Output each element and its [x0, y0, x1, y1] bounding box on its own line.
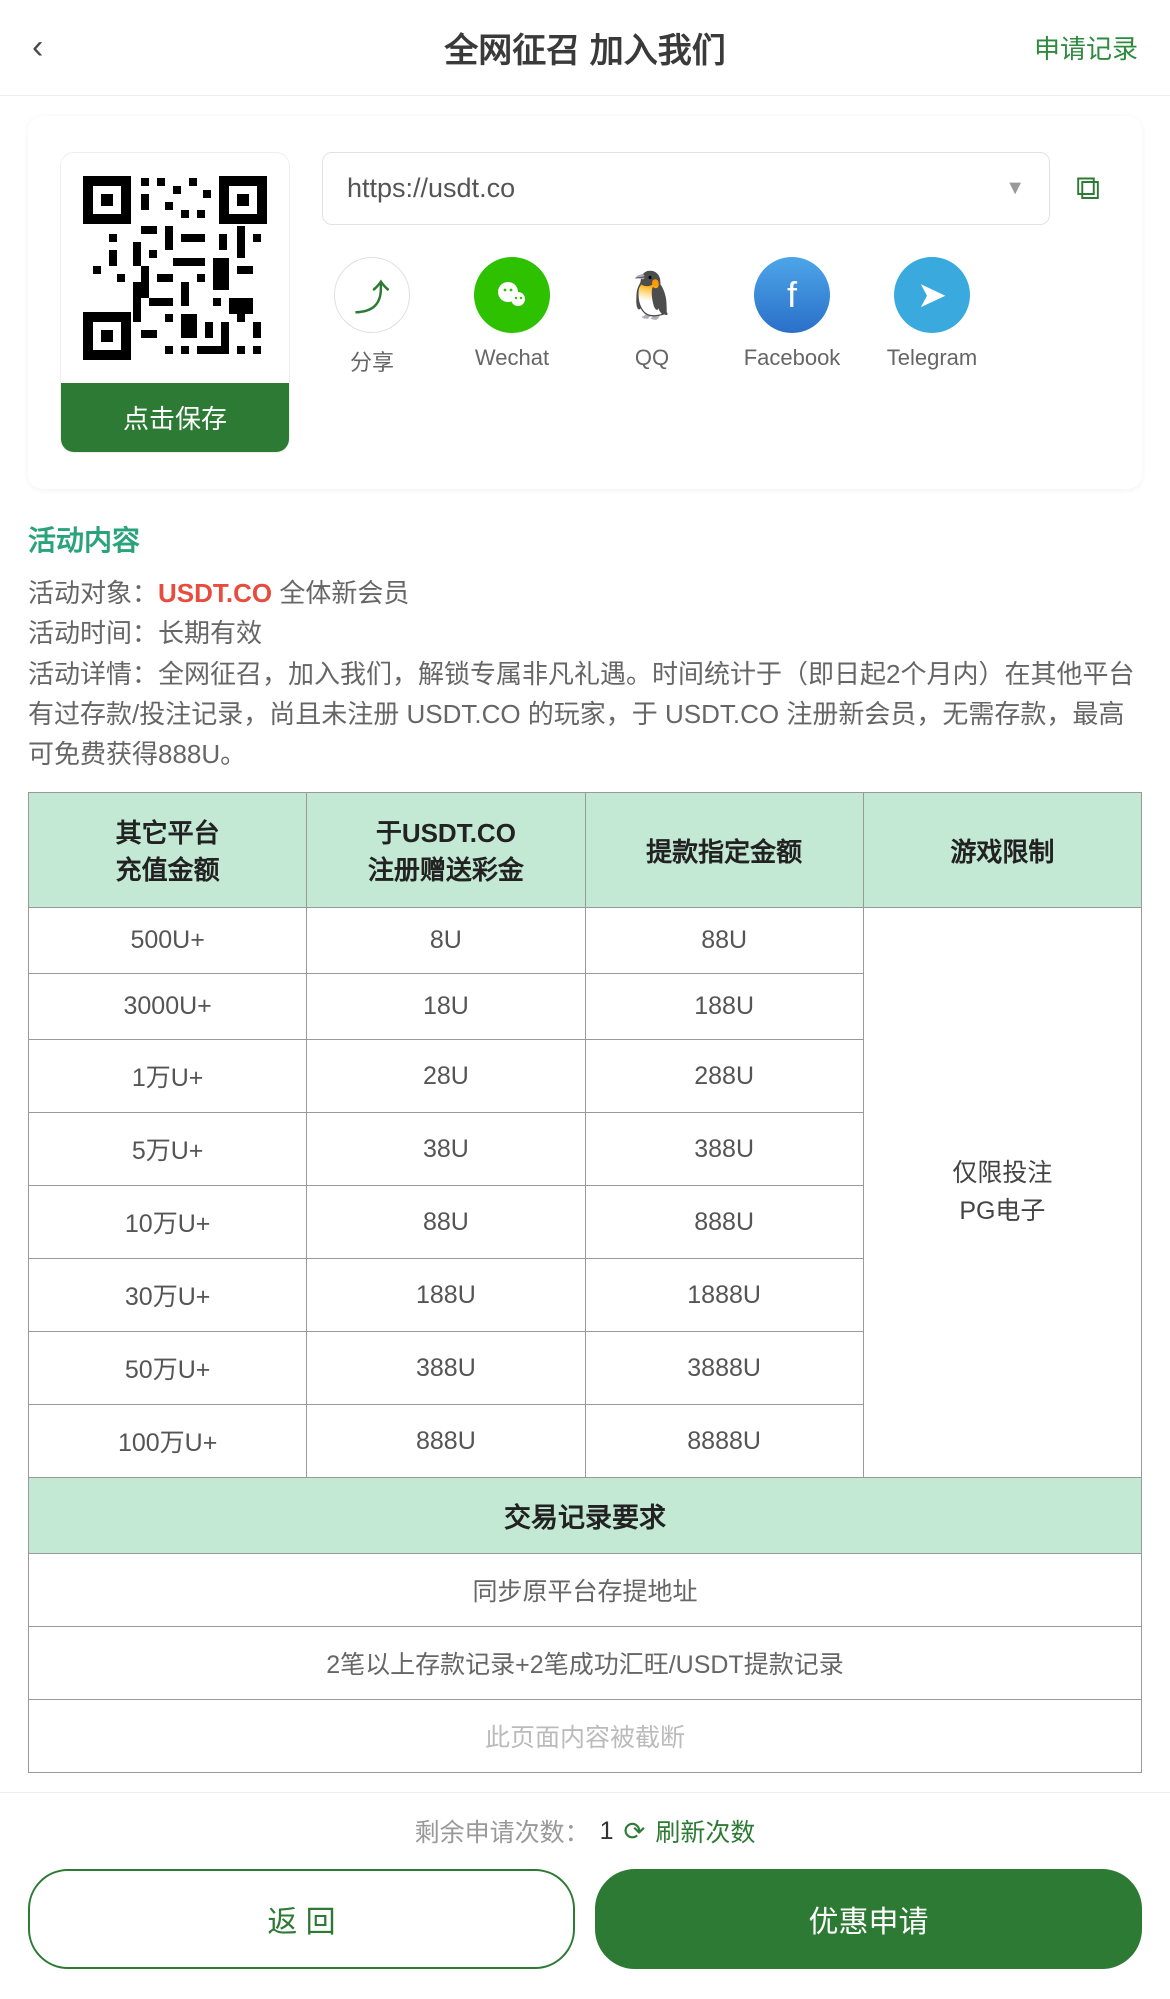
table-row-0: 500U+ 8U 88U 仅限投注 PG电子	[29, 908, 1142, 974]
url-dropdown[interactable]: https://usdt.co ▼	[322, 152, 1050, 225]
share-button-facebook[interactable]: f Facebook	[742, 257, 842, 371]
refresh-count-button[interactable]: 刷新次数	[655, 1813, 755, 1849]
app-root: ‹ 全网征召 加入我们 申请记录	[0, 0, 1170, 1999]
info-line-3: 活动详情：全网征召，加入我们，解锁专属非凡礼遇。时间统计于（即日起2个月内）在其…	[28, 654, 1142, 775]
table-header-row: 其它平台 充值金额 于USDT.CO 注册赠送彩金 提款指定金额 游戏限制	[29, 793, 1142, 908]
page-title: 全网征召 加入我们	[444, 23, 725, 72]
bottom-action-bar: 剩余申请次数： 1 ⟳ 刷新次数 返 回 优惠申请	[0, 1792, 1170, 1999]
table-header-1: 于USDT.CO 注册赠送彩金	[307, 793, 585, 908]
promo-table: 其它平台 充值金额 于USDT.CO 注册赠送彩金 提款指定金额 游戏限制 500U…	[28, 792, 1142, 1773]
table-requirement-row-0: 同步原平台存提地址	[29, 1554, 1142, 1627]
application-records-link[interactable]: 申请记录	[1034, 29, 1138, 66]
copy-url-button[interactable]: ⧉	[1066, 167, 1110, 211]
share-button-telegram[interactable]: ➤ Telegram	[882, 257, 982, 371]
chevron-down-icon: ▼	[1005, 177, 1025, 200]
qq-icon: 🐧	[614, 257, 690, 333]
action-buttons-row: 返 回 优惠申请	[28, 1869, 1142, 1969]
back-button[interactable]: ‹	[32, 28, 72, 67]
url-value: https://usdt.co	[347, 173, 515, 204]
table-fade-row: 此页面内容被截断	[29, 1700, 1142, 1773]
info-line-2: 活动时间：长期有效	[28, 613, 1142, 653]
back-action-button[interactable]: 返 回	[28, 1869, 575, 1969]
table-requirement-title-row: 交易记录要求	[29, 1478, 1142, 1554]
table-header-0: 其它平台 充值金额	[29, 793, 307, 908]
refresh-icon[interactable]: ⟳	[624, 1816, 646, 1847]
qr-code-icon	[60, 153, 290, 383]
share-icons-row: ⤴ 分享	[322, 257, 1110, 377]
share-icon: ⤴	[334, 257, 410, 333]
qr-code-block[interactable]: 点击保存	[60, 152, 290, 453]
remaining-count: 1	[600, 1817, 614, 1846]
apply-discount-button[interactable]: 优惠申请	[595, 1869, 1142, 1969]
share-button-wechat[interactable]: Wechat	[462, 257, 562, 371]
url-and-icons-block: https://usdt.co ▼ ⧉ ⤴ 分享	[322, 152, 1110, 453]
table-requirement-row-1: 2笔以上存款记录+2笔成功汇旺/USDT提款记录	[29, 1627, 1142, 1700]
facebook-icon: f	[754, 257, 830, 333]
copy-icon: ⧉	[1076, 169, 1100, 208]
promo-content: 活动内容 活动对象：USDT.CO 全体新会员 活动时间：长期有效 活动详情：全…	[0, 489, 1170, 1773]
share-top-row: 点击保存 https://usdt.co ▼ ⧉ ⤴ 分享	[60, 152, 1110, 453]
url-selector-row: https://usdt.co ▼ ⧉	[322, 152, 1110, 225]
qr-save-button[interactable]: 点击保存	[61, 383, 289, 452]
remaining-applications-row: 剩余申请次数： 1 ⟳ 刷新次数	[28, 1813, 1142, 1849]
share-button-qq[interactable]: 🐧 QQ	[602, 257, 702, 371]
header-bar: ‹ 全网征召 加入我们 申请记录	[0, 0, 1170, 96]
section-title-activity: 活动内容	[28, 519, 1142, 559]
info-line-1: 活动对象：USDT.CO 全体新会员	[28, 573, 1142, 613]
share-button-share[interactable]: ⤴ 分享	[322, 257, 422, 377]
wechat-icon	[474, 257, 550, 333]
telegram-icon: ➤	[894, 257, 970, 333]
share-card: 点击保存 https://usdt.co ▼ ⧉ ⤴ 分享	[28, 116, 1142, 489]
table-header-3: 游戏限制	[863, 793, 1141, 908]
table-header-2: 提款指定金额	[585, 793, 863, 908]
